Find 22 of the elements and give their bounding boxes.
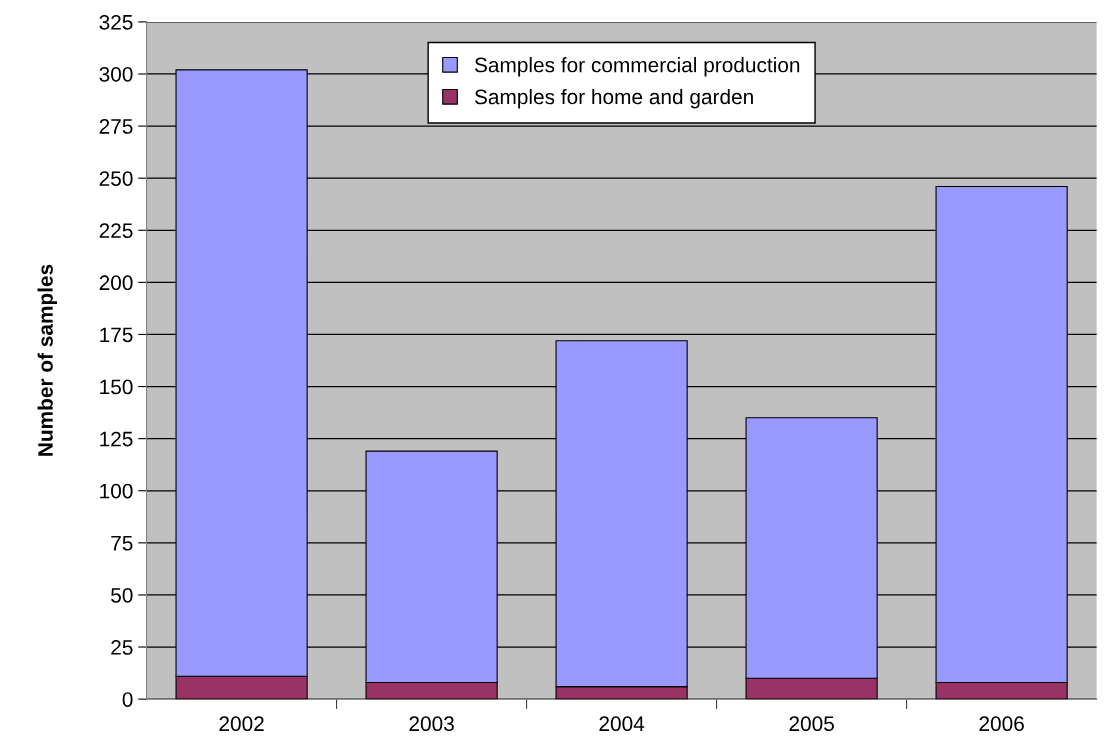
y-tick-label: 300 [99, 66, 133, 82]
x-tick-label: 2002 [219, 716, 264, 732]
y-tick-label: 175 [100, 327, 133, 343]
legend-label: Samples for home and garden [474, 88, 753, 109]
y-tick-label: 225 [99, 223, 133, 239]
y-tick-label: 50 [111, 587, 133, 603]
y-tick-label: 150 [100, 379, 133, 395]
y-tick-label: 275 [99, 119, 133, 134]
x-tick-label: 2005 [789, 716, 834, 732]
y-axis-title: Number of samples [37, 264, 57, 456]
x-tick-label: 2004 [599, 716, 645, 732]
y-tick-label: 200 [99, 275, 133, 291]
y-tick-label: 100 [100, 483, 133, 499]
y-tick-label: 125 [100, 431, 133, 447]
y-tick-label: 75 [111, 536, 133, 551]
x-tick-label: 2006 [979, 716, 1024, 732]
y-tick-label: 250 [99, 171, 133, 186]
y-tick-label: 25 [111, 640, 133, 655]
y-tick-label: 325 [99, 14, 133, 30]
legend-label: Samples for commercial production [474, 57, 800, 77]
x-tick-label: 2003 [409, 716, 454, 732]
y-tick-label: 0 [122, 692, 133, 707]
